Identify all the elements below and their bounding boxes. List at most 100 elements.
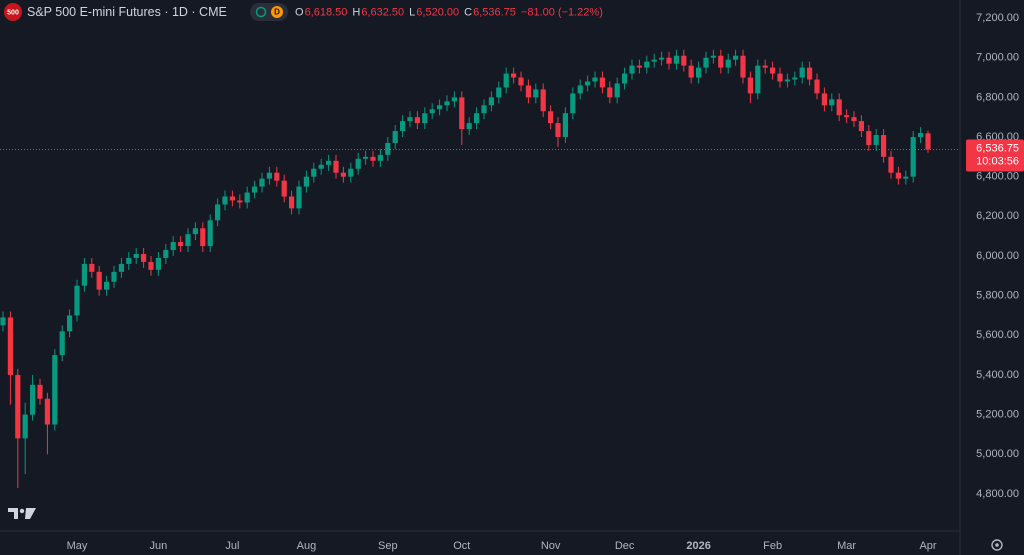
x-tick-label: Jul (225, 540, 239, 552)
candle-body (148, 261, 154, 270)
candle-body (844, 115, 850, 118)
ohlc-key: L (409, 6, 415, 18)
candle-body (770, 67, 776, 74)
candle-body (363, 156, 369, 159)
y-tick-label: 5,800.00 (976, 290, 1019, 302)
candle-body (244, 192, 250, 203)
candle-body (259, 178, 265, 187)
ohlc-value: 6,618.50 (305, 6, 348, 18)
logo-dot (19, 508, 25, 514)
candle-body (44, 398, 50, 425)
candle-body (133, 253, 139, 258)
candle-body (681, 55, 687, 66)
logo (4, 3, 22, 21)
candle-body (644, 61, 650, 68)
candle-body (762, 65, 768, 68)
candle-body (74, 285, 80, 316)
candle-body (407, 117, 413, 122)
candle-body (570, 93, 576, 114)
candle-body (429, 109, 435, 114)
candle-body (585, 81, 591, 86)
x-tick-label: Oct (453, 540, 470, 552)
candle-body (222, 196, 228, 205)
candle-body (703, 57, 709, 68)
candle-body (52, 355, 58, 425)
x-tick-label: Aug (297, 540, 317, 552)
y-tick-label: 6,800.00 (976, 91, 1019, 103)
flag-badge (271, 6, 283, 18)
flag-text: D (274, 8, 280, 17)
candle-body (755, 65, 761, 94)
gear (991, 539, 1003, 551)
candle-body (422, 113, 428, 124)
candle-body (311, 168, 317, 177)
candle-body (725, 59, 731, 68)
tradingview-logo[interactable] (8, 508, 36, 519)
price-tag-countdown: 10:03:56 (976, 155, 1019, 167)
x-tick-label: 2026 (686, 540, 710, 552)
candle-body (888, 156, 894, 173)
candle-body (340, 172, 346, 177)
candle-body (666, 57, 672, 64)
candle-body (622, 73, 628, 84)
logo-mark (25, 508, 36, 519)
candle-body (348, 168, 354, 177)
candle-body (821, 93, 827, 106)
ohlc-value: 6,536.75 (473, 6, 516, 18)
candle-body (185, 234, 191, 247)
candle-body (385, 142, 391, 155)
y-tick-label: 5,000.00 (976, 448, 1019, 460)
candle-body (466, 123, 472, 130)
candle-body (784, 79, 790, 82)
x-tick-label: May (67, 540, 88, 552)
candle-body (67, 315, 73, 332)
candle-body (111, 271, 117, 282)
candle-body (370, 156, 376, 161)
candle-body (400, 121, 406, 132)
candle-body (289, 196, 295, 209)
candle-body (170, 242, 176, 251)
candle-body (511, 73, 517, 78)
candle-body (851, 117, 857, 122)
settings-icon[interactable] (991, 539, 1003, 551)
candle-body (836, 99, 842, 116)
candle-body (414, 117, 420, 124)
candle-body (89, 263, 95, 272)
candle-body (858, 121, 864, 132)
candle-body (81, 263, 87, 286)
candle-body (474, 113, 480, 124)
candle-body (7, 317, 13, 375)
candle-body (910, 137, 916, 177)
candle-body (577, 85, 583, 94)
candle-body (903, 176, 909, 179)
ohlc-key: H (352, 6, 360, 18)
candle-body (659, 57, 665, 60)
candle-body (525, 85, 531, 98)
candle-body (163, 250, 169, 258)
candle-body (496, 87, 502, 98)
x-tick-label: Dec (615, 540, 635, 552)
ohlc-value: 6,520.00 (416, 6, 459, 18)
ohlc-values: O 6,618.50 H 6,632.50 L 6,520.00 C 6,536.75 −81.… (295, 6, 603, 18)
symbol-title[interactable]: S&P 500 E-mini Futures · 1D · CME (27, 5, 227, 19)
candle-body (333, 160, 339, 173)
candle-body (96, 271, 102, 290)
x-tick-label: Mar (837, 540, 856, 552)
candle-body (555, 123, 561, 138)
candle-body (548, 111, 554, 124)
candle-body (296, 186, 302, 209)
candle-body (437, 105, 443, 110)
candle-body (747, 77, 753, 94)
candle-body (733, 55, 739, 60)
candle-body (925, 133, 931, 150)
candle-body (104, 281, 110, 290)
header: 500 S&P 500 E-mini Futures · 1D · CME D … (4, 3, 603, 21)
candle-body (918, 133, 924, 138)
ohlc-key: O (295, 6, 304, 18)
gear-hub (995, 543, 999, 547)
candle-body (126, 257, 132, 264)
candle-body (777, 73, 783, 82)
y-tick-label: 5,400.00 (976, 369, 1019, 381)
